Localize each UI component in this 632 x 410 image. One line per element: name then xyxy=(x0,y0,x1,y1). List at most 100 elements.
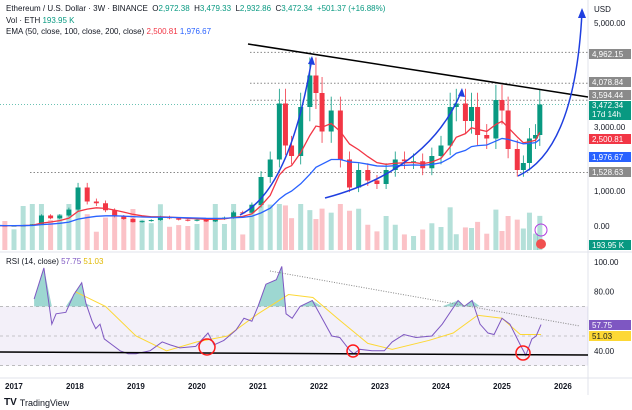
tradingview-logo[interactable]: TV TradingView xyxy=(4,397,69,408)
volume-bar xyxy=(276,204,282,250)
arrow-head-icon xyxy=(308,56,315,65)
price-label-level1 xyxy=(589,49,631,59)
volume-legend: Vol · ETH 193.95 K xyxy=(6,16,75,25)
rsi-low-circle xyxy=(346,344,360,358)
time-tick: 2026 xyxy=(554,382,572,391)
candle xyxy=(148,220,154,222)
time-tick: 2019 xyxy=(127,382,145,391)
candle xyxy=(307,75,313,107)
open-value: 2,972.38 xyxy=(158,4,190,13)
rsi-legend: RSI (14, close) 57.75 51.03 xyxy=(6,257,103,266)
ema-label[interactable]: EMA (50, close, 100, close, 200, close) xyxy=(6,27,145,36)
volume-bar xyxy=(249,204,255,250)
brand-name: TradingView xyxy=(19,397,70,408)
volume-bar xyxy=(347,210,352,250)
ema50-value: 2,500.81 xyxy=(146,27,178,36)
candle xyxy=(130,219,136,223)
time-tick: 2017 xyxy=(5,382,23,391)
price-label-text: 4,962.15 xyxy=(592,50,624,59)
candle xyxy=(84,187,90,202)
volume-label xyxy=(589,240,631,250)
rsi-tick: 100.00 xyxy=(594,258,619,267)
price-label-ema1 xyxy=(589,134,631,144)
candle xyxy=(514,149,520,170)
volume-bar xyxy=(533,233,539,250)
volume-bar xyxy=(203,219,209,250)
symbol-title[interactable]: Ethereum / U.S. Dollar · 3W · BINANCE xyxy=(6,4,148,13)
time-tick: 2020 xyxy=(188,382,206,391)
volume-bar xyxy=(38,204,44,250)
price-label-text: 4,078.84 xyxy=(592,78,624,87)
candle xyxy=(212,219,218,222)
last-price-label xyxy=(589,101,631,120)
candle xyxy=(185,219,191,221)
candle xyxy=(520,163,526,170)
price-label-text: 1,528.63 xyxy=(592,168,624,177)
volume-bar xyxy=(176,225,182,250)
ema200-value: 1,976.67 xyxy=(179,27,212,36)
currency-label: USD xyxy=(594,5,611,14)
candle xyxy=(112,210,118,217)
arrow-head-icon xyxy=(458,88,465,97)
volume-bar xyxy=(505,216,511,250)
rsi-value: 57.75 xyxy=(61,257,82,266)
candle xyxy=(121,216,127,219)
volume-bar xyxy=(66,204,72,250)
candle xyxy=(475,107,481,135)
candle xyxy=(526,138,532,163)
volume-label[interactable]: Vol · ETH xyxy=(6,16,41,25)
volume-bar xyxy=(447,207,453,250)
rsi-label[interactable]: RSI (14, close) xyxy=(6,257,59,266)
candle xyxy=(383,170,389,184)
rsi-support-line xyxy=(0,351,589,356)
time-tick: 2022 xyxy=(310,382,328,391)
candle xyxy=(48,215,54,219)
volume-bar xyxy=(537,215,543,250)
volume-bar xyxy=(401,234,407,250)
change-value: +501.37 (+16.88%) xyxy=(316,4,386,13)
volume-bar xyxy=(212,204,218,250)
volume-bar xyxy=(475,221,481,250)
volume-bar xyxy=(57,214,63,250)
rsi-ma-value: 51.03 xyxy=(83,257,104,266)
flag-event-icon xyxy=(536,239,546,249)
volume-value: 193.95 K xyxy=(42,16,75,25)
symbol-legend: Ethereum / U.S. Dollar · 3W · BINANCE O2… xyxy=(6,4,385,13)
volume-bar xyxy=(185,226,191,250)
candle xyxy=(401,159,407,162)
candle xyxy=(93,201,99,204)
volume-bar xyxy=(520,228,526,250)
candle xyxy=(267,159,273,177)
price-label-level4 xyxy=(589,167,631,177)
close-label: C xyxy=(275,4,282,13)
volume-bar xyxy=(484,233,490,250)
volume-bar xyxy=(319,208,325,250)
candle xyxy=(462,103,468,121)
high-label: H xyxy=(194,4,200,13)
candle xyxy=(66,209,72,216)
volume-bar xyxy=(231,204,237,250)
rsi-low-circle xyxy=(198,338,216,356)
price-label-ema2 xyxy=(589,152,631,162)
arrow-head-icon xyxy=(578,8,586,18)
volume-bar xyxy=(307,210,313,250)
rsi-ma-text: 51.03 xyxy=(592,332,613,341)
candle xyxy=(365,170,371,181)
volume-bar xyxy=(438,227,444,250)
candle xyxy=(484,135,490,139)
candle xyxy=(374,180,380,184)
candle xyxy=(139,221,145,223)
candle xyxy=(258,177,264,205)
low-label: L xyxy=(235,4,240,13)
low-value: 2,932.86 xyxy=(239,4,272,13)
rsi-low-circle xyxy=(515,345,531,361)
curve-arrow-2021 xyxy=(239,57,313,216)
candle xyxy=(328,110,334,132)
price-label-level2 xyxy=(589,77,631,87)
volume-bar xyxy=(130,209,136,250)
volume-bar xyxy=(267,204,273,250)
ema-legend: EMA (50, close, 100, close, 200, close) … xyxy=(6,27,211,36)
volume-bar xyxy=(493,209,499,250)
volume-bar xyxy=(328,212,334,250)
